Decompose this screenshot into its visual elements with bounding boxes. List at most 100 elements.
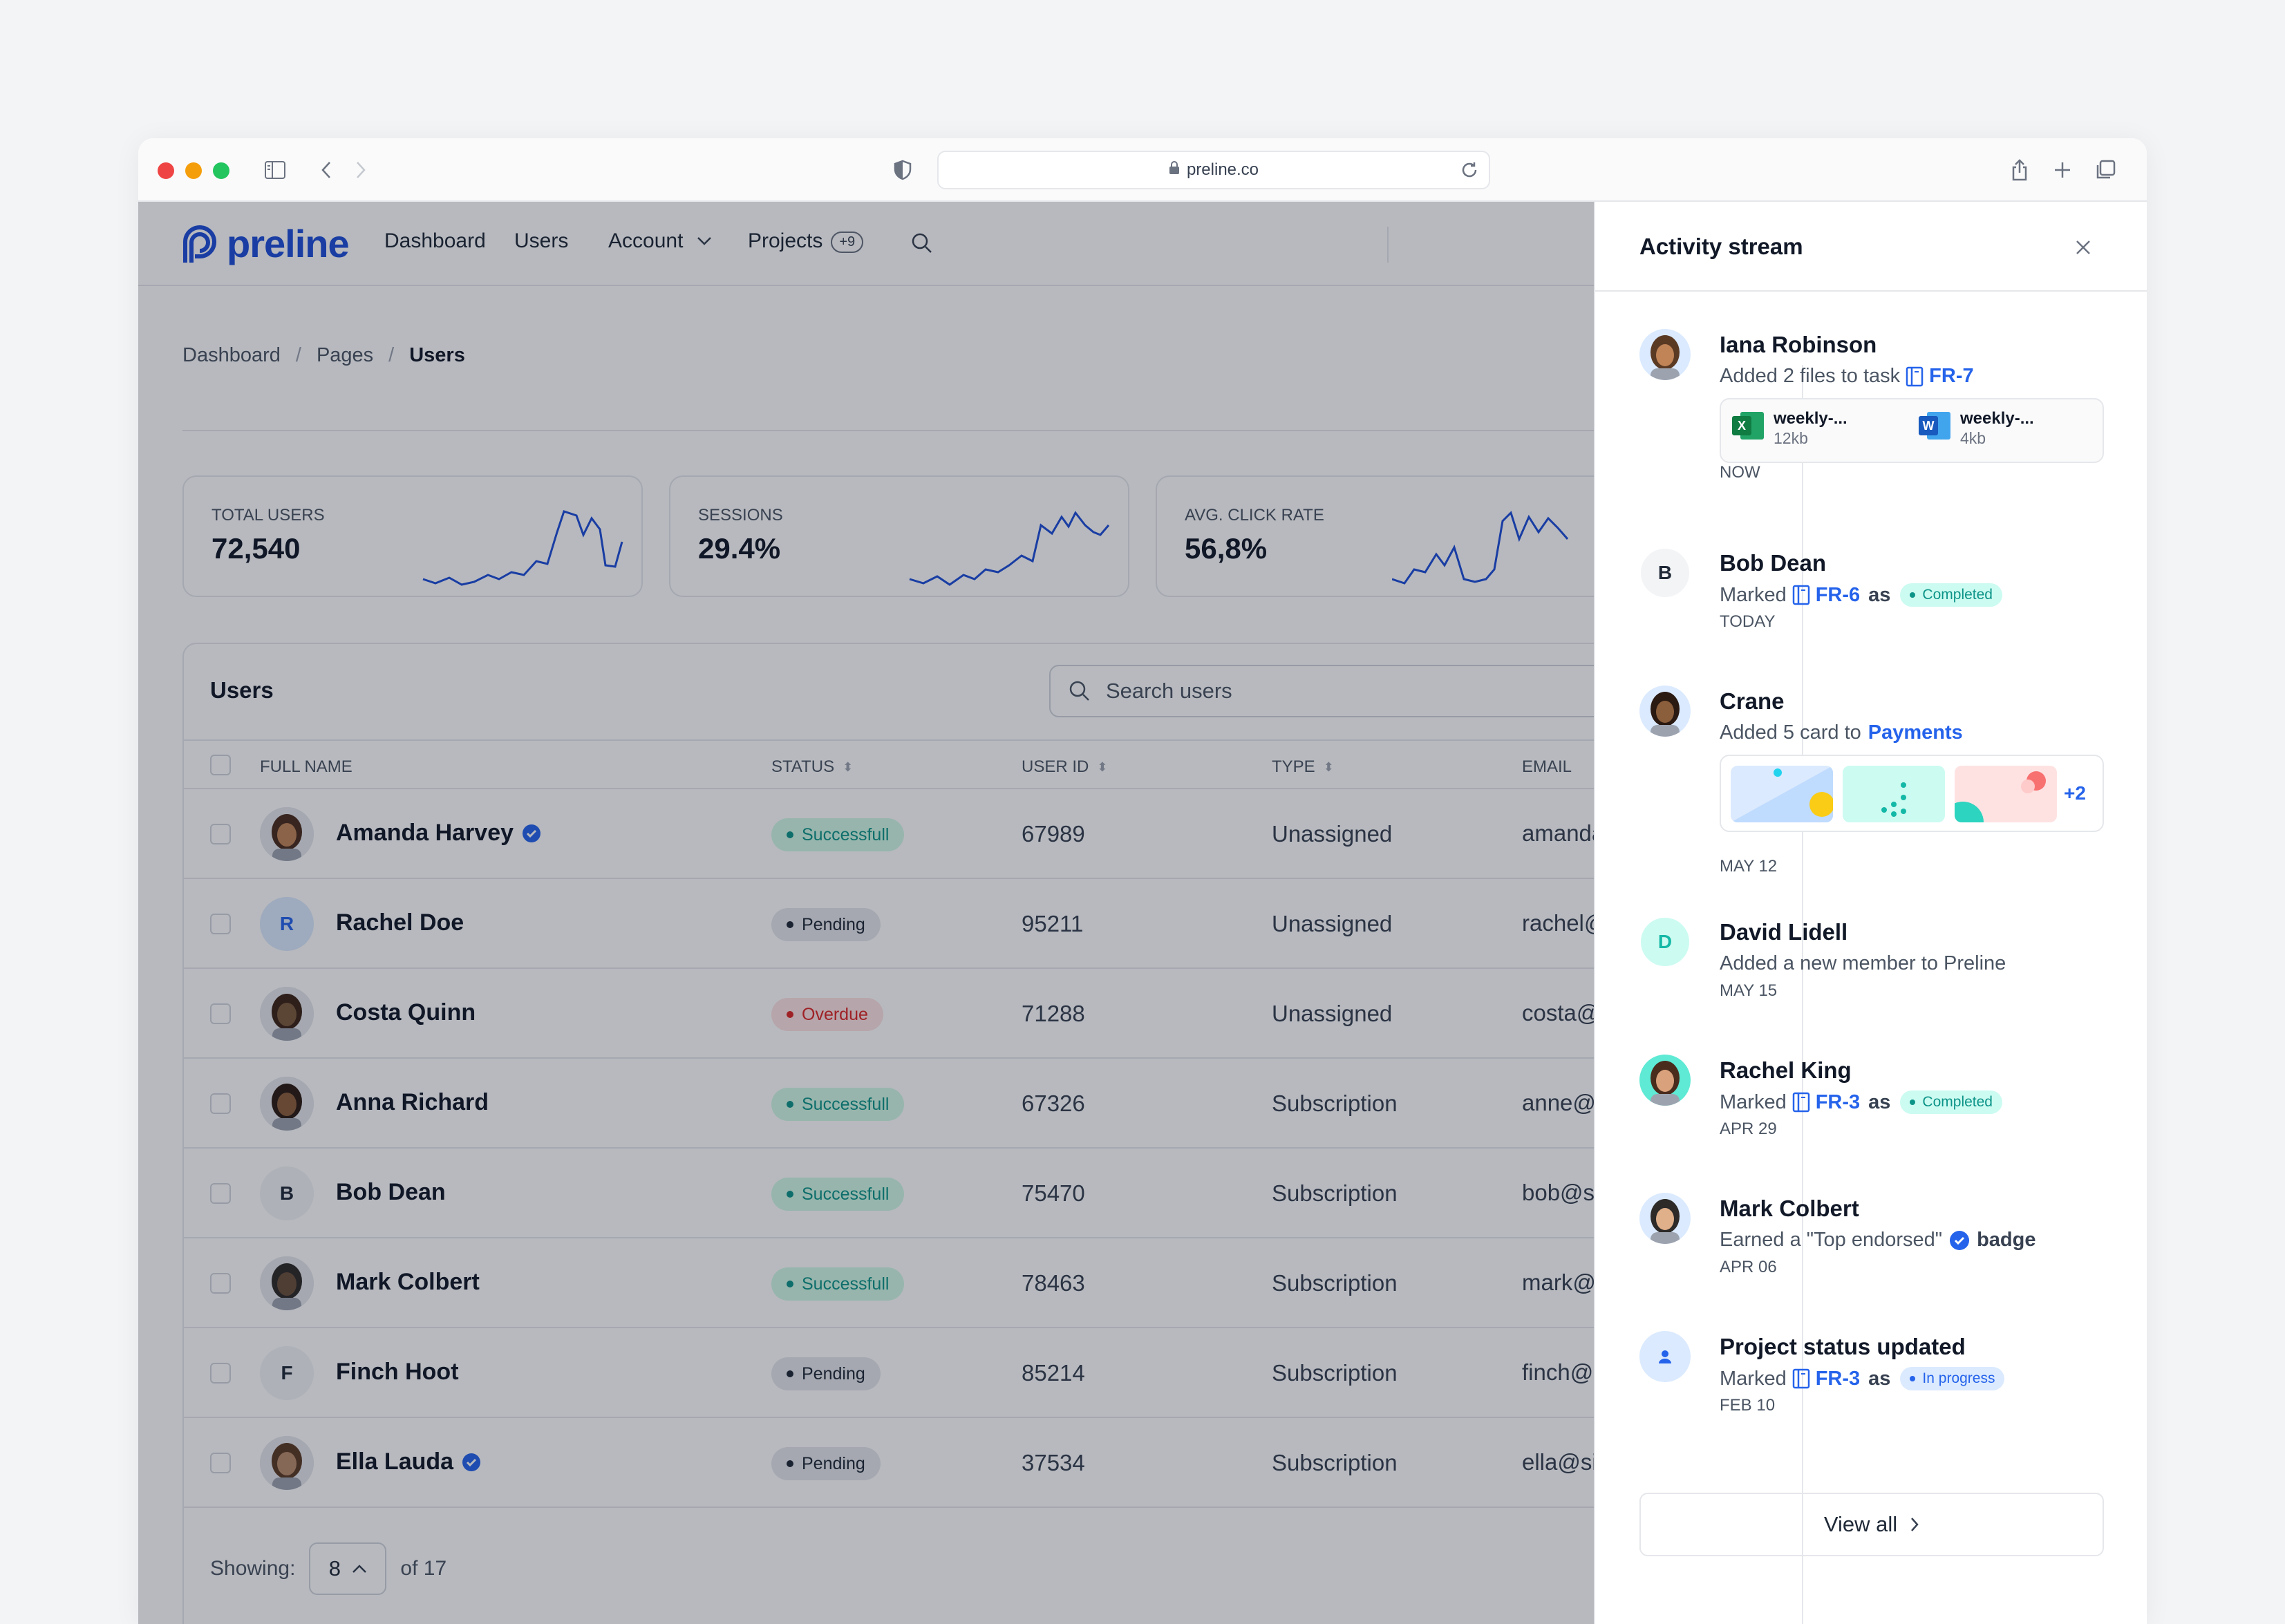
sidebar-toggle-icon[interactable]: [261, 156, 289, 184]
user-id: 78463: [1022, 1270, 1085, 1296]
close-icon[interactable]: [2065, 229, 2101, 265]
user-icon: [1639, 1331, 1691, 1382]
stat-total-users: Total users 72,540: [182, 475, 643, 597]
breadcrumb-users: Users: [409, 344, 465, 366]
avatar: [260, 1077, 314, 1131]
svg-text:X: X: [1738, 419, 1746, 433]
avatar: [260, 1436, 314, 1490]
user-name[interactable]: Amanda Harvey: [336, 820, 541, 847]
user-name[interactable]: Bob Dean: [336, 1179, 446, 1206]
user-name[interactable]: Finch Hoot: [336, 1359, 459, 1386]
activity-time: FEB 10: [1720, 1396, 1776, 1415]
nav-account[interactable]: Account: [608, 229, 712, 253]
sparkline: [422, 510, 623, 586]
payments-link[interactable]: Payments: [1868, 721, 1963, 744]
breadcrumb-dashboard[interactable]: Dashboard: [182, 344, 281, 366]
avatar: D: [1639, 916, 1691, 967]
minimize-window-dot[interactable]: [185, 162, 202, 179]
back-icon[interactable]: [312, 156, 340, 184]
activity-user-name[interactable]: Mark Colbert: [1720, 1196, 1859, 1221]
nav-dashboard[interactable]: Dashboard: [384, 229, 486, 252]
file-attachment[interactable]: W weekly-... 4kb: [1917, 409, 2034, 448]
sort-icon: ⬍: [1323, 760, 1334, 774]
table-row[interactable]: Amanda Harvey Successfull 67989 Unassign…: [184, 789, 1771, 879]
activity-user-name[interactable]: Iana Robinson: [1720, 332, 1877, 357]
row-checkbox[interactable]: [210, 1453, 231, 1473]
reload-icon[interactable]: [1460, 160, 1479, 185]
user-name[interactable]: Rachel Doe: [336, 909, 464, 936]
search-users-input[interactable]: Search users: [1049, 665, 1671, 717]
avatar-initial: B: [279, 1182, 294, 1204]
activity-panel: Activity stream Iana Robinson Added 2 fi…: [1594, 202, 2147, 1624]
avatar: [1639, 1193, 1691, 1244]
search-icon[interactable]: [911, 232, 933, 258]
col-type[interactable]: Type ⬍: [1272, 757, 1334, 777]
activity-user-name[interactable]: Rachel King: [1720, 1057, 1852, 1083]
forward-icon[interactable]: [347, 156, 375, 184]
card-thumbnail[interactable]: [1731, 766, 1833, 822]
close-window-dot[interactable]: [158, 162, 174, 179]
url-bar[interactable]: preline.co: [937, 151, 1490, 189]
view-all-label: View all: [1823, 1512, 1898, 1536]
status-text: Successfull: [802, 824, 890, 844]
task-link[interactable]: FR-6: [1792, 584, 1860, 607]
task-icon: [1792, 1368, 1809, 1389]
row-checkbox[interactable]: [210, 824, 231, 844]
activity-user-name[interactable]: Crane: [1720, 688, 1785, 714]
activity-title: Activity stream: [1639, 234, 1803, 259]
task-link[interactable]: FR-7: [1906, 365, 1974, 388]
breadcrumb-pages[interactable]: Pages: [316, 344, 374, 366]
user-name[interactable]: Costa Quinn: [336, 999, 476, 1026]
row-checkbox[interactable]: [210, 1363, 231, 1384]
row-checkbox[interactable]: [210, 1273, 231, 1294]
nav-projects[interactable]: Projects +9: [748, 229, 864, 253]
activity-text: Marked: [1720, 583, 1787, 606]
activity-item: Rachel King Marked FR-3 as Completed APR 29: [1639, 1055, 2123, 1207]
nav-projects-label: Projects: [748, 229, 823, 252]
col-user-id[interactable]: User ID ⬍: [1022, 757, 1107, 777]
stat-label: Total users: [211, 506, 325, 525]
activity-user-name[interactable]: Project status updated: [1720, 1334, 1966, 1359]
activity-item: Mark Colbert Earned a "Top endorsed" badg…: [1639, 1193, 2123, 1345]
col-status[interactable]: Status ⬍: [771, 757, 853, 777]
stat-value: 56,8%: [1185, 532, 1268, 565]
user-name[interactable]: Anna Richard: [336, 1089, 489, 1116]
activity-user-name[interactable]: Bob Dean: [1720, 550, 1827, 576]
activity-item: B Bob Dean Marked FR-6 as Completed TODAY: [1639, 547, 2123, 699]
avatar: [260, 807, 314, 861]
nav-users[interactable]: Users: [514, 229, 569, 252]
table-row[interactable]: R Rachel Doe Pending 95211 Unassigned ra…: [184, 879, 1771, 969]
row-checkbox[interactable]: [210, 914, 231, 934]
tabs-overview-icon[interactable]: [2091, 156, 2119, 184]
user-name[interactable]: Ella Lauda: [336, 1448, 481, 1475]
row-checkbox[interactable]: [210, 1093, 231, 1114]
share-icon[interactable]: [2006, 156, 2033, 184]
card-thumbnail[interactable]: [1955, 766, 2057, 822]
status-text: Overdue: [802, 1004, 868, 1024]
view-all-button[interactable]: View all: [1639, 1493, 2104, 1556]
select-all-checkbox[interactable]: [210, 755, 231, 775]
avatar: B: [260, 1167, 314, 1220]
new-tab-icon[interactable]: [2049, 156, 2076, 184]
file-attachment[interactable]: X weekly-... 12kb: [1731, 409, 1847, 448]
row-checkbox[interactable]: [210, 1183, 231, 1204]
task-link[interactable]: FR-3: [1792, 1368, 1860, 1390]
table-row[interactable]: Ella Lauda Pending 37534 Subscription el…: [184, 1418, 1771, 1508]
status-badge: In progress: [1900, 1367, 2005, 1390]
more-cards-count[interactable]: +2: [2064, 782, 2086, 804]
user-name-text: Finch Hoot: [336, 1359, 459, 1385]
task-link[interactable]: FR-3: [1792, 1091, 1860, 1114]
user-name[interactable]: Mark Colbert: [336, 1269, 480, 1296]
maximize-window-dot[interactable]: [213, 162, 229, 179]
privacy-shield-icon[interactable]: [889, 156, 916, 184]
activity-user-name[interactable]: David Lidell: [1720, 919, 1848, 945]
row-checkbox[interactable]: [210, 1003, 231, 1024]
page-size-select[interactable]: 8: [309, 1542, 387, 1595]
col-email: Email: [1522, 757, 1572, 776]
activity-description: Marked FR-3 as Completed: [1720, 1090, 2002, 1114]
preline-logo[interactable]: preline: [181, 221, 350, 266]
timeline-line: [1802, 365, 1803, 1624]
card-thumbnail[interactable]: [1843, 766, 1945, 822]
user-name-text: Costa Quinn: [336, 999, 476, 1026]
modal-backdrop[interactable]: [138, 202, 1594, 1624]
